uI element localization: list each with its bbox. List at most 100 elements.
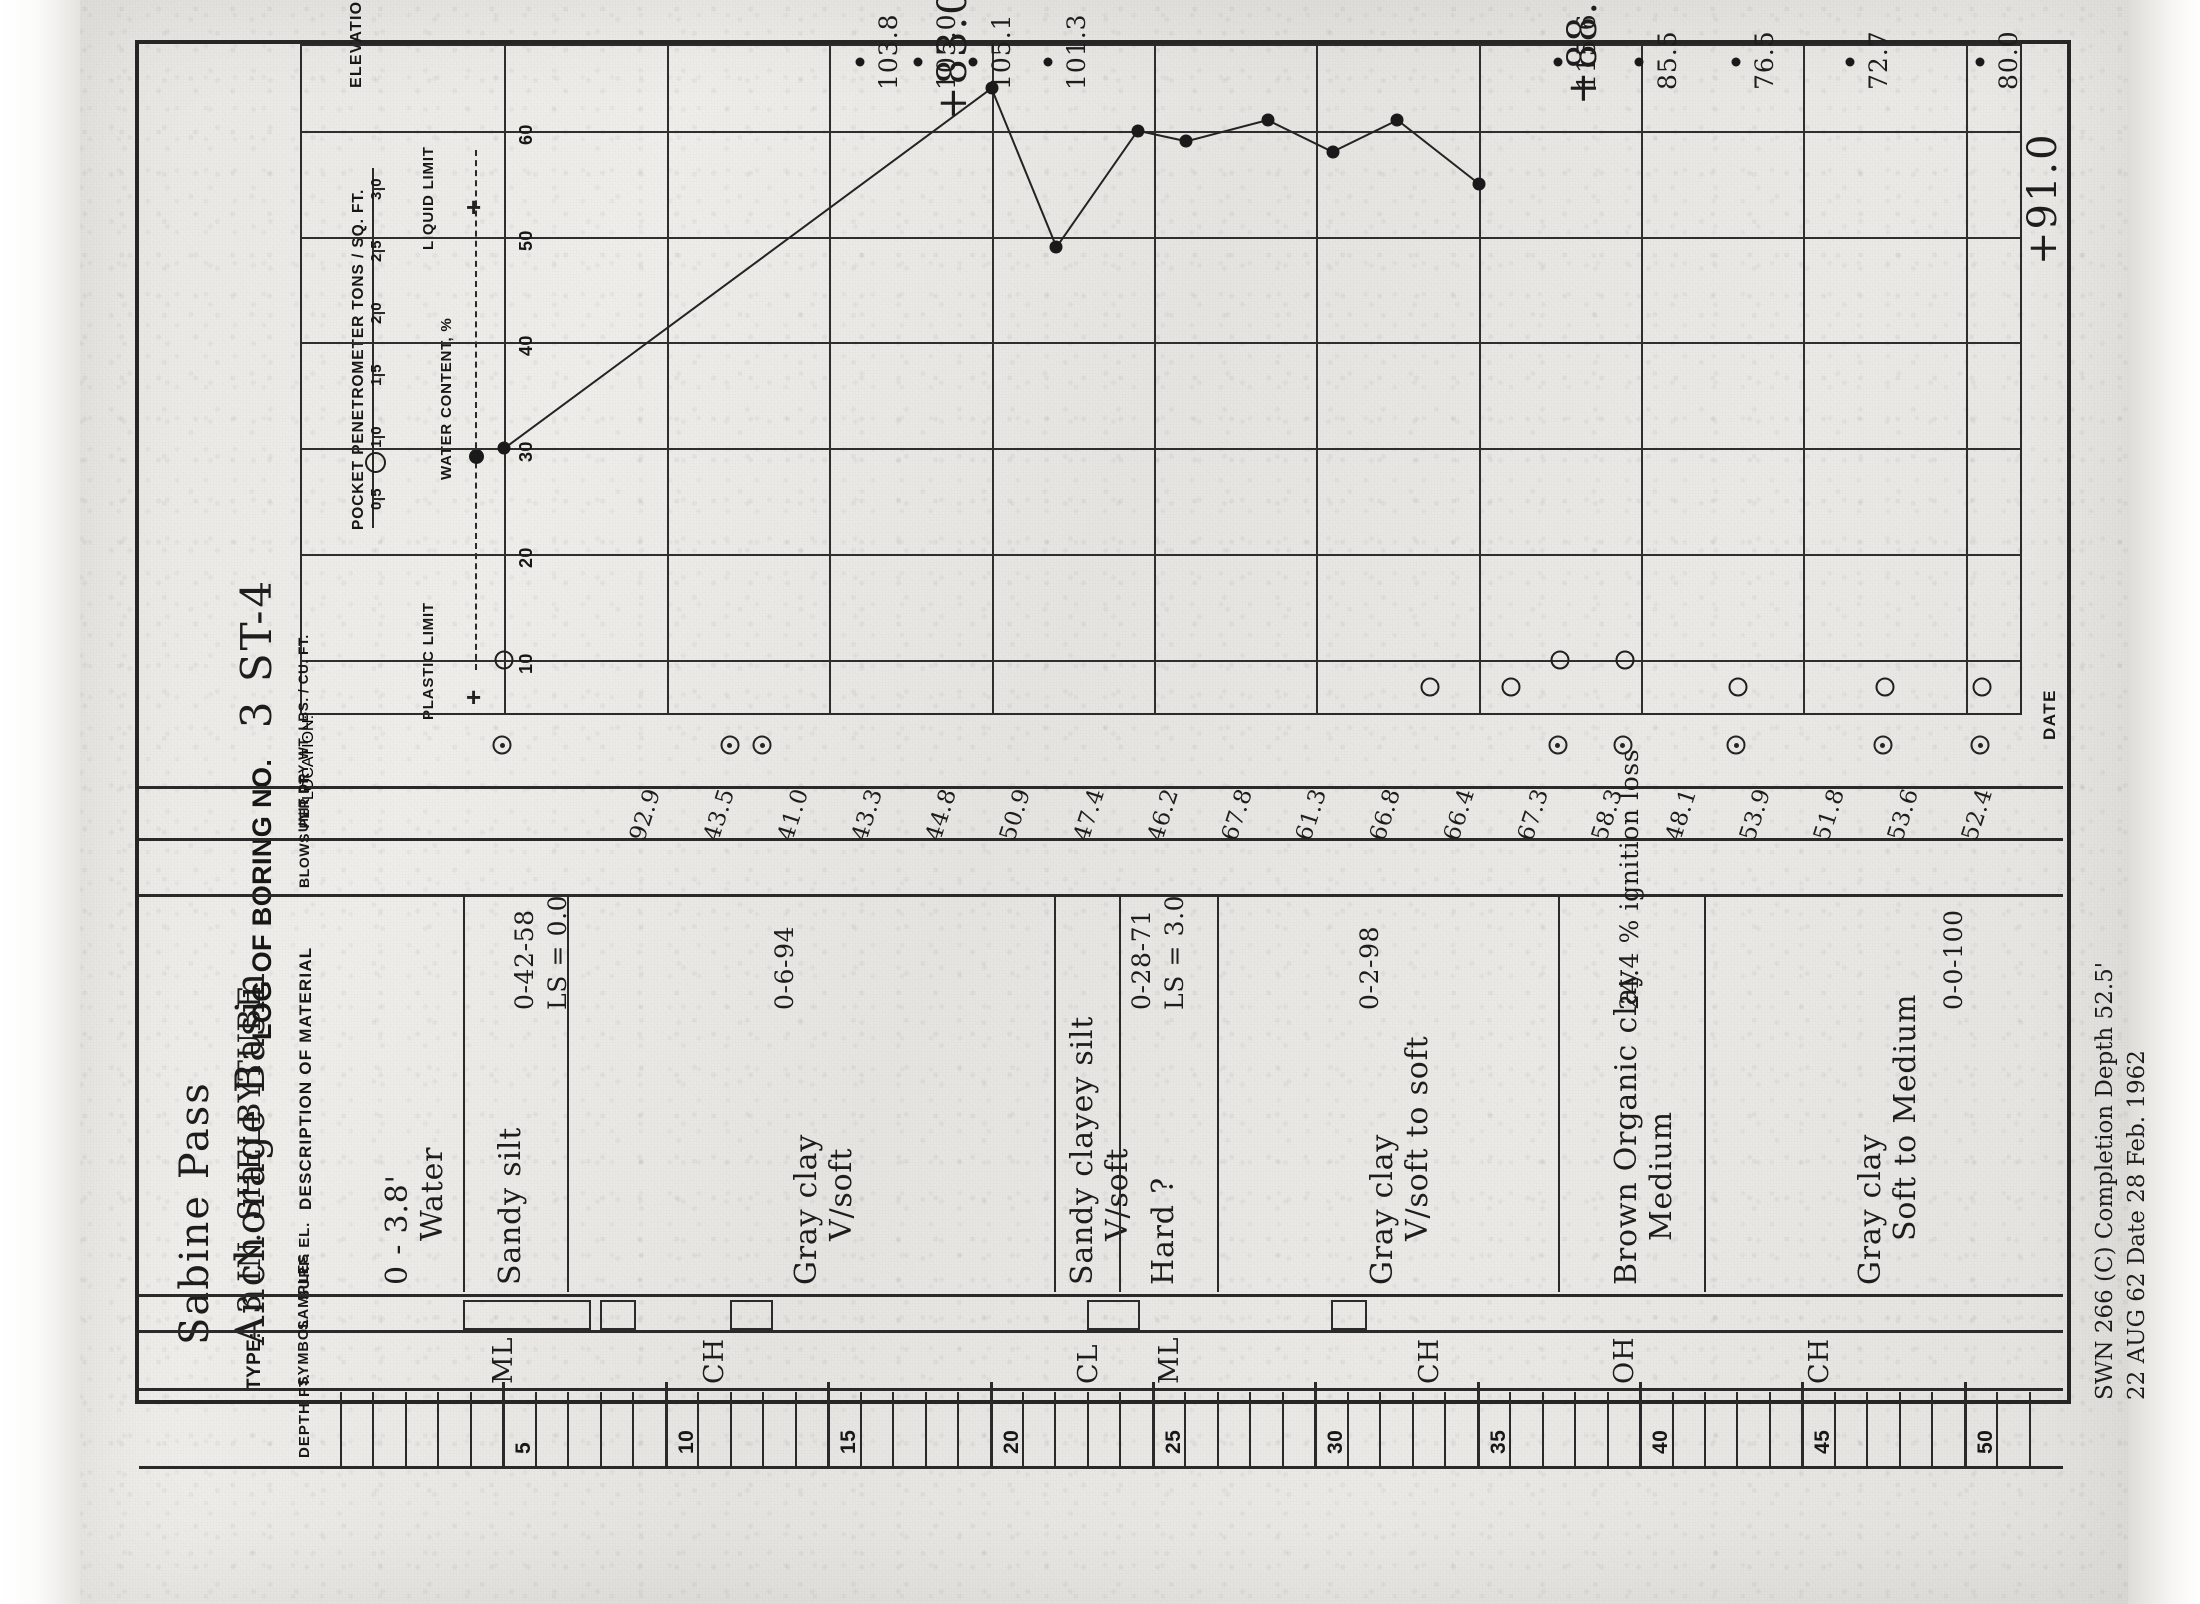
depth-tick-1ft	[534, 1392, 537, 1466]
legend-plastic-limit-tick-icon: +	[466, 682, 482, 712]
soil-symbol-ch: CH	[1413, 1337, 1445, 1384]
depth-label-45: 45	[1811, 1429, 1835, 1454]
soil-symbol-ml: ML	[488, 1336, 520, 1384]
elevation-annotation: 80.0	[1994, 30, 2024, 90]
soil-symbol-ml: ML	[1154, 1336, 1186, 1384]
depth-tick-1ft	[729, 1392, 732, 1466]
blows-per-ft-entry: 0-2-98	[1354, 925, 1384, 1010]
depth-tick-1ft	[1671, 1392, 1674, 1466]
plot-vgrid-20	[991, 46, 994, 713]
water-content-tick-20: 20	[516, 547, 536, 569]
blows-per-ft-entry: 0-6-94	[770, 925, 800, 1010]
water-content-tick-60: 60	[516, 123, 536, 145]
plot-hgrid-20	[302, 554, 2020, 557]
sample-bar	[463, 1300, 591, 1330]
elevation-annotation: 76.5	[1750, 30, 1780, 90]
stratum-divider	[1054, 897, 1057, 1292]
depth-tick-1ft	[340, 1392, 342, 1466]
rule-unitdrywt-top	[139, 786, 2063, 789]
plot-hgrid-10	[302, 660, 2020, 663]
water-content-tick-30: 30	[516, 441, 536, 463]
form-outer-frame	[135, 40, 2071, 1404]
depth-tick-1ft	[1379, 1392, 1382, 1466]
sheet-title-group: LOG OF BORING NO. 3 ST-4	[232, 578, 281, 1040]
plot-vgrid-25	[1153, 46, 1156, 713]
water-content-point	[1390, 113, 1404, 127]
elevation-annotation: 101.3	[1061, 13, 1091, 90]
hand-elevation-1: +83.0	[930, 0, 976, 120]
elevation-annotation-dot	[1043, 57, 1053, 67]
type-label: TYPE:	[244, 1332, 265, 1390]
plot-vgrid-35	[1478, 46, 1481, 713]
stratum-divider	[463, 897, 466, 1292]
rule-samples-bottom	[139, 1330, 2063, 1333]
depth-tick-1ft	[1216, 1392, 1219, 1466]
elevation-annotation-dot	[968, 57, 978, 67]
elevation-annotation: 105.1	[987, 13, 1017, 90]
depth-tick-1ft	[404, 1392, 407, 1466]
depth-tick-1ft	[1541, 1392, 1544, 1466]
water-content-point	[1179, 134, 1193, 148]
rule-symbol-bottom	[139, 1388, 2063, 1391]
legend-liquid-limit-tick-icon: +	[466, 192, 482, 222]
depth-tick-1ft	[372, 1392, 375, 1466]
blows-per-ft-entry: 0-42-58	[510, 909, 540, 1010]
penetrometer-point	[1420, 677, 1440, 697]
depth-tick-5ft	[1314, 1382, 1318, 1468]
soil-symbol-ch: CH	[1803, 1337, 1835, 1384]
stratum-description-line: V/soft	[823, 1147, 859, 1241]
penetrometer-point	[1875, 677, 1895, 697]
sample-ring-mark	[1548, 735, 1568, 755]
legend-penetrometer-symbol-open-circle	[365, 452, 386, 473]
stratum-description-line: Water	[414, 1146, 450, 1241]
elevation-annotation: 103.8	[873, 13, 903, 90]
depth-tick-1ft	[1086, 1392, 1089, 1466]
hand-elevation-3: +91.0	[2020, 132, 2066, 265]
stratum-description-line: Sandy silt	[493, 1126, 529, 1285]
sample-ring-mark	[1873, 735, 1893, 755]
stratum-divider	[1704, 897, 1706, 1292]
depth-tick-1ft	[1574, 1392, 1577, 1466]
depth-tick-1ft	[794, 1392, 797, 1466]
depth-tick-5ft	[1639, 1382, 1643, 1468]
sample-bar	[1330, 1300, 1367, 1330]
blows-per-ft-entry: LS = 3.0	[1159, 894, 1189, 1010]
elevation-annotation-dot	[1634, 57, 1644, 67]
boring-number: 3 ST-4	[232, 577, 281, 729]
depth-tick-5ft	[989, 1382, 993, 1468]
elevation-annotation-dot	[1731, 57, 1741, 67]
depth-label-40: 40	[1649, 1429, 1673, 1454]
column-header-depth: DEPTH FT.	[296, 1373, 313, 1458]
penetrometer-tick-mark	[372, 188, 385, 190]
depth-tick-1ft	[1281, 1392, 1284, 1466]
sample-ring-mark	[720, 735, 740, 755]
sample-ring-mark	[1726, 735, 1746, 755]
soil-symbol-ch: CH	[699, 1337, 731, 1384]
project-line1: Sabine Pass	[172, 1081, 218, 1345]
stratum-description-line: Gray clay	[788, 1133, 824, 1285]
depth-label-5: 5	[512, 1441, 536, 1454]
stratum-description-line: Gray clay	[1365, 1133, 1401, 1285]
plot-vgrid-30	[1316, 46, 1319, 713]
depth-tick-1ft	[599, 1392, 602, 1466]
depth-label-25: 25	[1161, 1429, 1185, 1454]
stratum-description-line: Medium	[1643, 1111, 1679, 1241]
depth-tick-5ft	[664, 1382, 668, 1468]
depth-tick-1ft	[567, 1392, 570, 1466]
blows-per-ft-entry: 0-0-100	[1939, 909, 1969, 1010]
rule-unitdrywt-bottom	[139, 838, 2063, 841]
stratum-description-line: Sandy clayey silt	[1064, 1015, 1100, 1285]
depth-label-35: 35	[1486, 1429, 1510, 1454]
depth-tick-5ft	[1151, 1382, 1155, 1468]
elevation-annotation: 72.7	[1864, 30, 1894, 90]
penetrometer-point	[494, 650, 514, 670]
depth-tick-5ft	[1476, 1382, 1480, 1468]
depth-tick-1ft	[1249, 1392, 1252, 1466]
stratum-divider	[1119, 897, 1122, 1292]
plot-vgrid-40	[1641, 46, 1644, 713]
penetrometer-point	[1501, 677, 1521, 697]
penetrometer-tick-mark	[372, 374, 385, 376]
stratum-description-line: Brown Organic clay	[1608, 969, 1644, 1285]
stratum-description-line: Hard ?	[1146, 1176, 1182, 1285]
